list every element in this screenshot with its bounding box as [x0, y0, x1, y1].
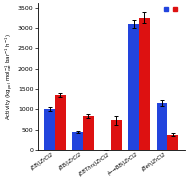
- Y-axis label: Activity (kg$_{pol}$ mol$_{cat}^{-1}$ bar$^{-1}$ h$^{-1}$): Activity (kg$_{pol}$ mol$_{cat}^{-1}$ ba…: [3, 33, 15, 120]
- Bar: [83, 116, 94, 150]
- Bar: [44, 109, 55, 150]
- Legend: , : ,: [163, 6, 182, 13]
- Bar: [128, 24, 139, 150]
- Bar: [55, 95, 66, 150]
- Bar: [72, 132, 83, 150]
- Bar: [139, 18, 150, 150]
- Bar: [167, 134, 178, 150]
- Bar: [111, 120, 122, 150]
- Bar: [157, 103, 167, 150]
